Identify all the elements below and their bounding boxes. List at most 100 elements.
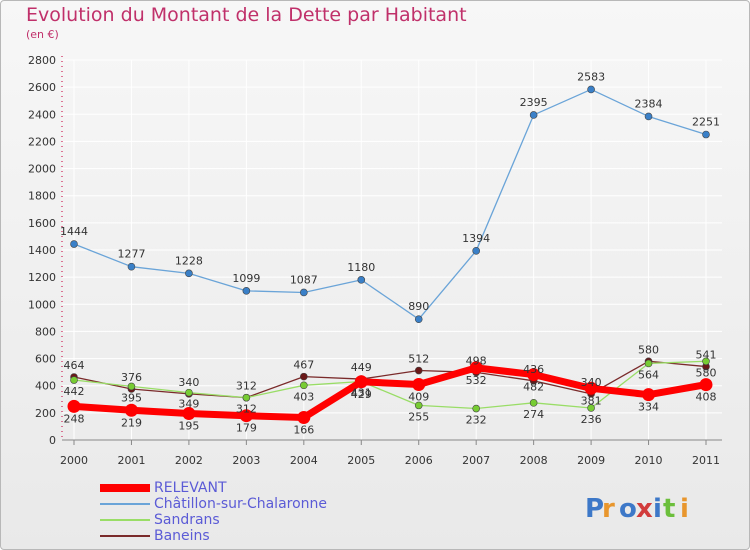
data-point: [414, 401, 423, 410]
data-label: 580: [638, 343, 659, 356]
data-label: 482: [523, 381, 544, 394]
y-tick-label: 400: [35, 380, 56, 393]
data-label: 1180: [347, 261, 375, 274]
data-point: [70, 240, 78, 248]
data-label: 334: [638, 401, 659, 414]
y-tick-label: 1600: [28, 217, 56, 230]
data-point: [644, 112, 653, 121]
x-tick-label: 2006: [405, 454, 433, 467]
data-label: 449: [351, 361, 372, 374]
data-label: 376: [121, 371, 142, 384]
logo-letter: x: [636, 494, 653, 524]
y-tick-label: 2200: [28, 135, 56, 148]
y-tick-label: 600: [35, 353, 56, 366]
data-point: [185, 388, 193, 397]
y-tick-label: 2800: [28, 54, 56, 67]
logo-letter: i: [680, 494, 689, 524]
data-point: [529, 399, 538, 407]
data-label: 890: [408, 300, 429, 313]
series-line: [73, 364, 707, 421]
logo-letter: r: [602, 494, 615, 524]
data-label: 512: [408, 353, 429, 366]
data-point: [584, 381, 598, 395]
data-label: 403: [293, 390, 314, 403]
x-tick-label: 2000: [60, 454, 88, 467]
data-label: 340: [178, 376, 199, 389]
data-point: [469, 361, 483, 375]
y-tick-label: 2600: [28, 81, 56, 94]
data-label: 580: [696, 366, 717, 379]
data-point: [357, 276, 366, 284]
data-label: 564: [638, 368, 659, 381]
logo-letter: o: [619, 494, 637, 524]
y-tick-label: 1200: [28, 271, 56, 284]
data-label: 1394: [462, 232, 490, 245]
data-label: 467: [293, 359, 314, 372]
logo-letter: t: [663, 494, 675, 524]
data-point: [529, 111, 538, 119]
x-tick-label: 2011: [692, 454, 720, 467]
legend-label: Châtillon-sur-Chalaronne: [154, 496, 327, 512]
data-point: [242, 287, 251, 295]
y-tick-label: 2000: [28, 163, 56, 176]
y-tick-label: 2400: [28, 108, 56, 121]
data-point: [472, 247, 480, 255]
y-tick-label: 0: [49, 434, 56, 447]
data-point: [300, 288, 308, 297]
data-point: [127, 262, 136, 271]
data-label: 255: [408, 410, 429, 423]
y-tick-label: 1800: [28, 190, 56, 203]
chart-unit: (en €): [26, 28, 59, 41]
data-point: [527, 368, 541, 382]
data-point: [642, 388, 656, 402]
y-tick-label: 800: [35, 325, 56, 338]
data-point: [587, 85, 595, 94]
data-point: [70, 376, 78, 384]
data-label: 349: [178, 398, 199, 411]
data-label: 532: [466, 374, 487, 387]
data-label: 195: [178, 420, 199, 433]
data-point: [699, 378, 713, 392]
legend-label: Baneins: [154, 528, 210, 544]
data-point: [412, 377, 426, 391]
data-point: [414, 315, 423, 324]
logo-letter: P: [585, 494, 604, 524]
data-label: 236: [581, 413, 602, 426]
data-label: 541: [696, 349, 717, 362]
data-label: 464: [64, 359, 85, 372]
data-label: 340: [581, 376, 602, 389]
data-point: [127, 382, 136, 391]
data-label: 429: [351, 388, 372, 401]
data-label: 442: [64, 385, 85, 398]
data-point: [300, 372, 308, 381]
x-tick-label: 2004: [290, 454, 318, 467]
data-label: 409: [408, 390, 429, 403]
data-point: [67, 399, 81, 413]
legend: RELEVANTChâtillon-sur-ChalaronneSandrans…: [100, 480, 327, 544]
series-line: [73, 360, 707, 410]
data-label: 312: [236, 403, 257, 416]
data-label: 2384: [635, 97, 663, 110]
data-label: 1277: [117, 248, 145, 261]
x-tick-label: 2009: [577, 454, 605, 467]
chart-title: Evolution du Montant de la Dette par Hab…: [26, 4, 467, 26]
data-label: 179: [236, 422, 257, 435]
data-point: [300, 381, 308, 390]
data-label: 395: [121, 391, 142, 404]
proxiti-logo: Pr o x i t i: [585, 494, 689, 524]
data-label: 1099: [232, 272, 260, 285]
data-point: [239, 409, 253, 423]
data-point: [587, 404, 595, 412]
data-point: [242, 393, 251, 402]
data-label: 274: [523, 408, 544, 421]
data-label: 381: [581, 394, 602, 407]
data-labels: 1444 1277 1228 1099 1087 1180 890 1394 2395 2583 2…: [60, 70, 720, 436]
data-label: 408: [696, 391, 717, 404]
data-point: [124, 403, 138, 417]
data-label: 2395: [520, 96, 548, 109]
data-point: [297, 410, 311, 424]
x-tick-label: 2008: [520, 454, 548, 467]
x-tick-label: 2002: [175, 454, 203, 467]
